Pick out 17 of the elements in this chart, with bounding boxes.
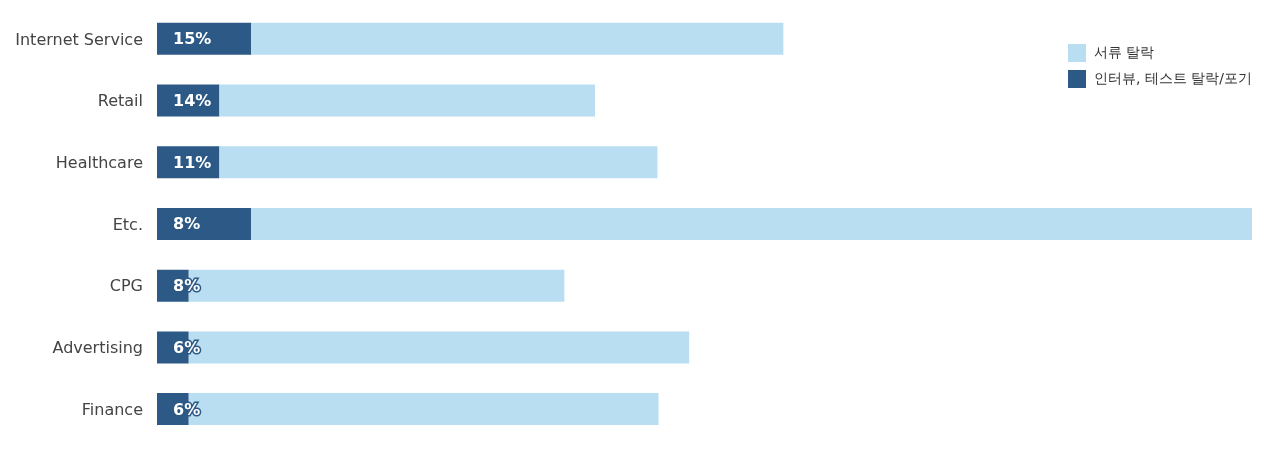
y-tick-label: Internet Service	[15, 29, 143, 49]
annotation: 15%	[173, 29, 212, 49]
annotation: 11%	[173, 152, 212, 172]
legend-label: 인터뷰, 테스트 탈락/포기	[1093, 70, 1252, 88]
y-tick-label: Etc.	[112, 214, 143, 234]
bar	[251, 22, 784, 55]
y-tick-label: Retail	[97, 91, 143, 111]
y-tick-label: Healthcare	[55, 152, 143, 172]
annotation: 8%	[173, 214, 201, 234]
annotation: 14%	[173, 91, 212, 111]
y-tick-label: CPG	[109, 276, 143, 296]
legend-label: 서류 탈락	[1093, 44, 1155, 62]
bar	[219, 146, 658, 179]
bar	[251, 207, 1252, 240]
bar	[219, 84, 595, 117]
y-tick-label: Finance	[81, 399, 143, 419]
y-tick-label: Advertising	[52, 338, 143, 358]
